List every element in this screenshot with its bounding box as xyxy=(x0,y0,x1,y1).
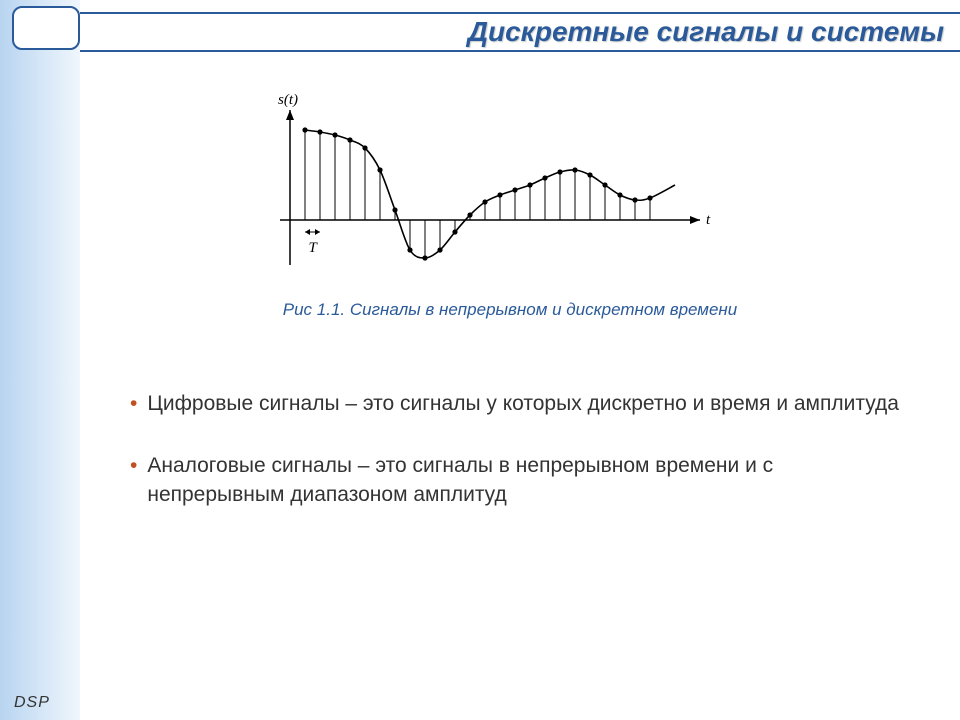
svg-text:t: t xyxy=(706,212,711,228)
list-item: • Аналоговые сигналы – это сигналы в неп… xyxy=(130,452,900,509)
bullet-icon: • xyxy=(130,452,137,509)
svg-text:s(t): s(t) xyxy=(278,92,298,108)
bullet-text: Аналоговые сигналы – это сигналы в непре… xyxy=(147,452,900,509)
footer-label: DSP xyxy=(14,694,50,712)
sidebar-gradient xyxy=(0,0,80,720)
figure-caption: Рис 1.1. Сигналы в непрерывном и дискрет… xyxy=(230,300,790,320)
list-item: • Цифровые сигналы – это сигналы у котор… xyxy=(130,390,900,418)
bullet-text: Цифровые сигналы – это сигналы у которых… xyxy=(147,390,899,418)
bullet-icon: • xyxy=(130,390,137,418)
title-bar: Дискретные сигналы и системы xyxy=(80,12,960,52)
corner-box xyxy=(12,6,80,50)
signal-figure: s(t) t T xyxy=(260,80,740,280)
page-title: Дискретные сигналы и системы xyxy=(468,16,944,48)
content-list: • Цифровые сигналы – это сигналы у котор… xyxy=(130,390,900,543)
svg-text:T: T xyxy=(309,240,319,256)
